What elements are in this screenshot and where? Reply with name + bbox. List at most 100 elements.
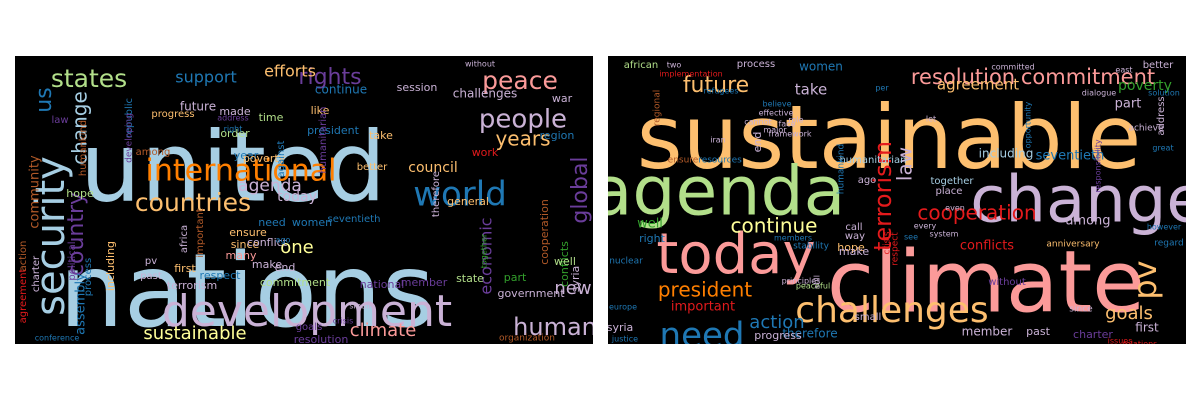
word-president: president bbox=[307, 124, 360, 137]
word-every: every bbox=[914, 222, 937, 231]
word-president: president bbox=[658, 278, 752, 302]
word-people: people bbox=[479, 105, 567, 135]
word-therefore: therefore bbox=[431, 171, 442, 217]
word-commitment: commitment bbox=[1021, 65, 1155, 89]
word-countries: countries bbox=[135, 188, 251, 217]
word-cooperation: cooperation bbox=[538, 199, 551, 265]
word-agenda: agenda bbox=[238, 176, 302, 196]
word-per: per bbox=[875, 84, 889, 93]
word-continue: continue bbox=[731, 214, 818, 238]
word-great: great bbox=[1152, 144, 1173, 153]
word-council: council bbox=[408, 160, 458, 176]
word-regional: regional bbox=[653, 90, 663, 126]
word-general: general bbox=[447, 195, 489, 208]
word-part: part bbox=[1115, 97, 1142, 112]
word-political: political bbox=[67, 241, 78, 280]
word-ensure: ensure bbox=[668, 156, 699, 166]
word-syria: syria bbox=[569, 266, 582, 293]
word-conference: conference bbox=[35, 334, 80, 343]
word-better: better bbox=[357, 162, 388, 173]
word-challenges: challenges bbox=[453, 87, 517, 101]
word-cooperation: cooperation bbox=[917, 201, 1036, 225]
word-future: future bbox=[180, 100, 216, 114]
word-today: today bbox=[277, 189, 317, 205]
word-goals: goals bbox=[1105, 303, 1153, 324]
word-security: security bbox=[28, 156, 74, 316]
word-call: call bbox=[845, 222, 862, 233]
word-sustainable: sustainable bbox=[143, 323, 246, 344]
word-ago: ago bbox=[858, 175, 877, 186]
word-among: among bbox=[136, 147, 171, 158]
word-conflicts: conflicts bbox=[960, 239, 1014, 254]
word-conflict: conflict bbox=[247, 236, 288, 249]
word-syria: syria bbox=[608, 321, 633, 334]
word-human: human bbox=[513, 313, 593, 341]
word-sustainable: sustainable bbox=[637, 86, 1142, 189]
word-first: first bbox=[1135, 321, 1159, 335]
word-see: see bbox=[904, 233, 918, 242]
word-region: region bbox=[540, 129, 575, 142]
word-peace: peace bbox=[482, 66, 558, 95]
word-need: need bbox=[660, 316, 745, 345]
word-issues: issues bbox=[1108, 337, 1133, 345]
word-end: end bbox=[751, 132, 764, 153]
word-charter: charter bbox=[31, 255, 42, 292]
word-need: need bbox=[258, 216, 286, 229]
word-commitment: commitment bbox=[260, 276, 331, 289]
word-make: make bbox=[252, 258, 282, 271]
word-part: part bbox=[504, 271, 527, 284]
word-seventieth: seventieth bbox=[328, 214, 381, 225]
word-women: women bbox=[799, 60, 843, 74]
word-pv: pv bbox=[145, 256, 157, 267]
word-well: well bbox=[554, 255, 576, 268]
word-framework: framework bbox=[768, 130, 811, 139]
word-cannot: cannot bbox=[744, 118, 771, 127]
word-progress: progress bbox=[151, 109, 194, 120]
word-africa: africa bbox=[179, 225, 190, 253]
word-resources: resources bbox=[698, 156, 742, 166]
word-work: work bbox=[472, 146, 499, 159]
word-agenda: agenda bbox=[608, 153, 845, 232]
word-however: however bbox=[1147, 223, 1182, 232]
word-end: end bbox=[275, 261, 296, 274]
word-support: support bbox=[175, 68, 236, 87]
word-climate: climate bbox=[827, 232, 1145, 332]
word-rights: rights bbox=[298, 65, 361, 90]
word-global: global bbox=[568, 156, 593, 223]
word-assembly: assembly bbox=[74, 273, 89, 335]
word-europe: europe bbox=[609, 303, 637, 312]
word-humanitarian: humanitarian bbox=[318, 106, 329, 173]
word-together: together bbox=[480, 233, 489, 268]
word-solution: solution bbox=[1148, 89, 1180, 98]
word-conflicts: conflicts bbox=[558, 241, 571, 287]
word-against: against bbox=[276, 141, 287, 178]
word-african: african bbox=[624, 60, 659, 71]
word-without: without bbox=[465, 60, 495, 69]
word-country: country bbox=[64, 192, 89, 276]
word-republic: republic bbox=[124, 98, 135, 138]
word-world: world bbox=[413, 175, 507, 215]
word-national: national bbox=[360, 278, 405, 291]
word-including: including bbox=[979, 147, 1034, 161]
word-address: address bbox=[1156, 96, 1167, 135]
word-make: make bbox=[839, 245, 869, 258]
word-respect: respect bbox=[200, 269, 242, 282]
word-system: system bbox=[930, 230, 959, 239]
word-even: even bbox=[945, 204, 965, 213]
word-nations: nations bbox=[59, 232, 435, 344]
word-hope: hope bbox=[837, 241, 865, 254]
word-iran: iran bbox=[710, 136, 725, 145]
word-women: women bbox=[292, 216, 332, 229]
word-dialogue: dialogue bbox=[1082, 89, 1116, 98]
word-one: one bbox=[280, 237, 314, 258]
word-poverty: poverty bbox=[243, 152, 286, 165]
word-role: role bbox=[788, 116, 803, 125]
word-regard: regard bbox=[1154, 239, 1184, 249]
word-right: right bbox=[224, 125, 243, 134]
word-process: process bbox=[83, 258, 94, 296]
word-peaceful: peaceful bbox=[796, 282, 830, 291]
word-agreement: agreement bbox=[18, 269, 29, 324]
word-seventieth: seventieth bbox=[1036, 149, 1105, 164]
word-member: member bbox=[401, 276, 448, 289]
